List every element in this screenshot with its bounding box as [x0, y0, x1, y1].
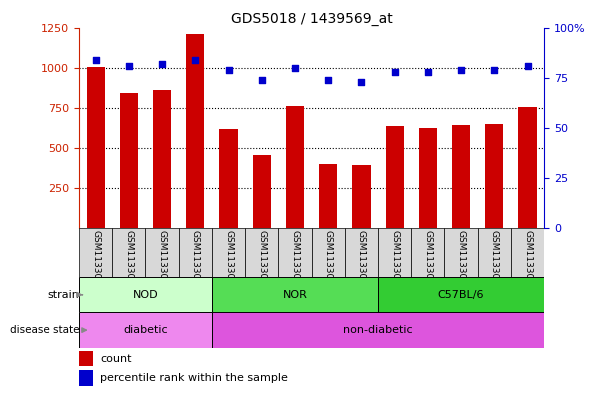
- Text: NOD: NOD: [133, 290, 158, 300]
- Bar: [411, 228, 444, 277]
- Bar: [352, 165, 370, 228]
- Bar: [179, 228, 212, 277]
- Bar: [278, 228, 311, 277]
- Point: [356, 79, 366, 85]
- Text: GSM1133080: GSM1133080: [91, 230, 100, 291]
- Bar: [79, 277, 212, 312]
- Text: GSM1133084: GSM1133084: [224, 230, 233, 291]
- Text: GSM1133085: GSM1133085: [257, 230, 266, 291]
- Text: GSM1133087: GSM1133087: [323, 230, 333, 291]
- Point: [423, 68, 433, 75]
- Bar: [419, 128, 437, 228]
- Bar: [120, 93, 138, 228]
- Bar: [378, 277, 544, 312]
- Bar: [212, 228, 245, 277]
- Bar: [79, 370, 93, 386]
- Bar: [186, 34, 204, 228]
- Bar: [79, 351, 93, 366]
- Text: GSM1133089: GSM1133089: [390, 230, 399, 291]
- Text: strain: strain: [47, 290, 80, 300]
- Point: [456, 66, 466, 73]
- Point: [257, 77, 267, 83]
- Bar: [478, 228, 511, 277]
- Text: GSM1133093: GSM1133093: [523, 230, 532, 291]
- Bar: [212, 277, 378, 312]
- Text: GSM1133092: GSM1133092: [490, 230, 499, 291]
- Bar: [385, 126, 404, 228]
- Point: [390, 68, 399, 75]
- Bar: [153, 90, 171, 228]
- Bar: [378, 228, 411, 277]
- Point: [91, 57, 100, 63]
- Point: [523, 62, 533, 69]
- Point: [157, 61, 167, 67]
- Bar: [286, 106, 304, 228]
- Bar: [319, 164, 337, 228]
- Text: C57BL/6: C57BL/6: [438, 290, 485, 300]
- Text: GSM1133086: GSM1133086: [291, 230, 300, 291]
- Text: non-diabetic: non-diabetic: [344, 325, 413, 335]
- Bar: [112, 228, 145, 277]
- Bar: [86, 67, 105, 228]
- Text: percentile rank within the sample: percentile rank within the sample: [100, 373, 288, 383]
- Bar: [253, 155, 271, 228]
- Bar: [212, 312, 544, 348]
- Bar: [345, 228, 378, 277]
- Point: [489, 66, 499, 73]
- Point: [224, 66, 233, 73]
- Text: diabetic: diabetic: [123, 325, 168, 335]
- Bar: [444, 228, 478, 277]
- Text: count: count: [100, 354, 131, 364]
- Bar: [485, 124, 503, 228]
- Text: GSM1133090: GSM1133090: [423, 230, 432, 291]
- Point: [124, 62, 134, 69]
- Text: GSM1133091: GSM1133091: [457, 230, 466, 291]
- Text: GSM1133081: GSM1133081: [125, 230, 133, 291]
- Bar: [311, 228, 345, 277]
- Text: disease state: disease state: [10, 325, 80, 335]
- Bar: [79, 228, 112, 277]
- Point: [190, 57, 200, 63]
- Text: GSM1133083: GSM1133083: [191, 230, 200, 291]
- Bar: [245, 228, 278, 277]
- Bar: [79, 312, 212, 348]
- Text: GSM1133088: GSM1133088: [357, 230, 366, 291]
- Bar: [511, 228, 544, 277]
- Bar: [519, 107, 537, 228]
- Title: GDS5018 / 1439569_at: GDS5018 / 1439569_at: [230, 13, 393, 26]
- Bar: [219, 129, 238, 228]
- Text: GSM1133082: GSM1133082: [157, 230, 167, 291]
- Point: [290, 64, 300, 71]
- Bar: [452, 125, 470, 228]
- Point: [323, 77, 333, 83]
- Text: NOR: NOR: [283, 290, 308, 300]
- Bar: [145, 228, 179, 277]
